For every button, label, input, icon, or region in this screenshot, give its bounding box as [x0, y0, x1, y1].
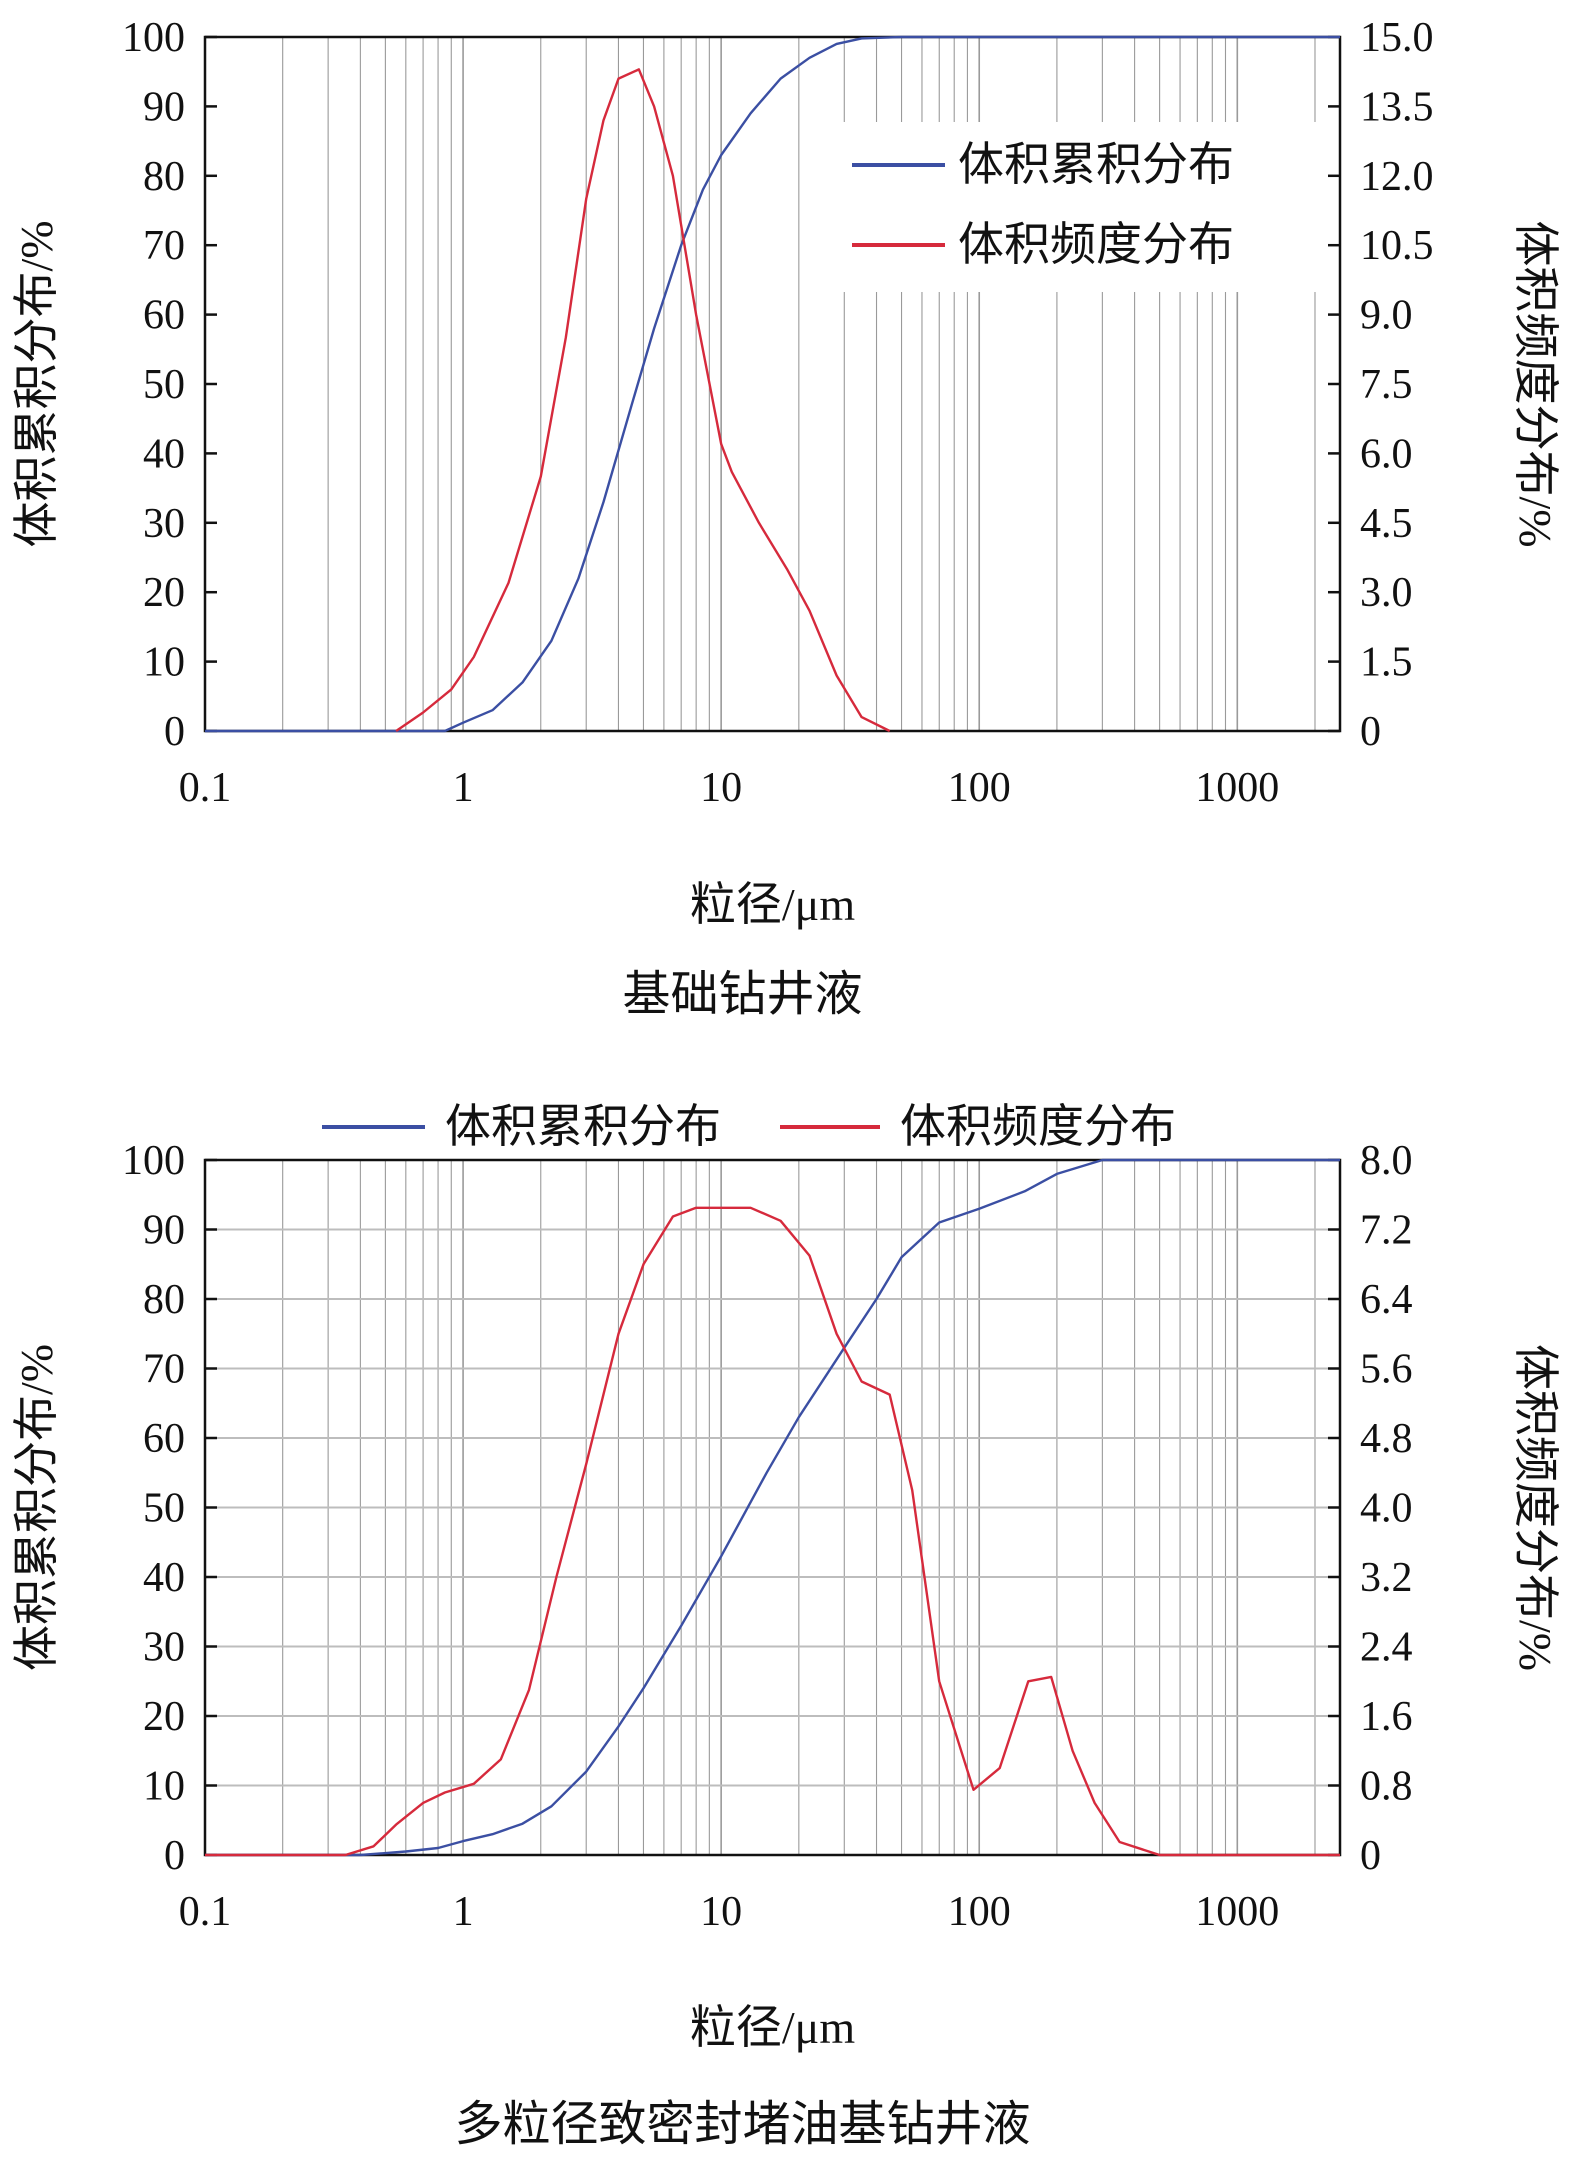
y-axis-left-label: 体积累积分布/% [11, 1344, 62, 1671]
x-tick-label: 1 [453, 765, 474, 811]
y-right-tick-label: 13.5 [1360, 84, 1434, 130]
y-right-tick-label: 4.8 [1360, 1416, 1413, 1462]
x-tick-label: 1000 [1195, 765, 1279, 811]
x-tick-label: 1 [453, 1889, 474, 1935]
y-left-tick-label: 100 [122, 1138, 185, 1184]
chart-panel-sealing: 010203040506070809010000.81.62.43.24.04.… [11, 1100, 1561, 2151]
y-left-tick-label: 70 [143, 1347, 185, 1393]
x-tick-label: 100 [948, 1889, 1011, 1935]
x-axis-label: 粒径/μm [690, 2002, 855, 2053]
y-left-tick-label: 0 [164, 709, 185, 755]
y-left-tick-label: 0 [164, 1833, 185, 1879]
legend: 体积累积分布 体积频度分布 [838, 122, 1318, 292]
y-left-tick-label: 40 [143, 1555, 185, 1601]
y-right-tick-label: 0 [1360, 1833, 1381, 1879]
legend-label-cumulative: 体积累积分布 [958, 139, 1234, 190]
y-right-tick-label: 4.0 [1360, 1486, 1413, 1532]
x-tick-label: 10 [700, 765, 742, 811]
series-line-cumulative [205, 1158, 1340, 1857]
y-right-tick-label: 4.5 [1360, 501, 1413, 547]
y-left-tick-label: 10 [143, 640, 185, 686]
y-right-tick-label: 0 [1360, 709, 1381, 755]
y-right-tick-label: 7.2 [1360, 1208, 1413, 1254]
series-line-frequency [395, 68, 891, 733]
y-right-tick-label: 10.5 [1360, 223, 1434, 269]
legend-background [310, 1100, 1230, 1154]
y-left-tick-label: 80 [143, 154, 185, 200]
y-right-tick-label: 5.6 [1360, 1347, 1413, 1393]
y-right-tick-label: 8.0 [1360, 1138, 1413, 1184]
y-left-tick-label: 30 [143, 501, 185, 547]
chart-panel-basic: 010203040506070809010001.53.04.56.07.59.… [11, 15, 1561, 1021]
y-left-tick-label: 20 [143, 570, 185, 616]
y-right-tick-label: 3.2 [1360, 1555, 1413, 1601]
y-left-tick-label: 40 [143, 431, 185, 477]
y-axis-right-label: 体积频度分布/% [1510, 220, 1561, 547]
x-tick-label: 0.1 [179, 765, 232, 811]
y-right-tick-label: 3.0 [1360, 570, 1413, 616]
legend-background [838, 122, 1318, 292]
y-left-tick-label: 50 [143, 362, 185, 408]
chart-title: 多粒径致密封堵油基钻井液 [454, 2098, 1030, 2151]
y-left-tick-label: 70 [143, 223, 185, 269]
y-right-tick-label: 1.5 [1360, 640, 1413, 686]
y-left-tick-label: 80 [143, 1277, 185, 1323]
axis-ticks: 010203040506070809010001.53.04.56.07.59.… [122, 15, 1434, 811]
series-line-cumulative [205, 35, 1340, 733]
y-right-tick-label: 6.0 [1360, 431, 1413, 477]
y-right-tick-label: 1.6 [1360, 1694, 1413, 1740]
y-right-tick-label: 9.0 [1360, 293, 1413, 339]
y-right-tick-label: 7.5 [1360, 362, 1413, 408]
legend-label-frequency: 体积频度分布 [900, 1101, 1176, 1152]
grid-lines [282, 37, 1316, 731]
x-tick-label: 0.1 [179, 1889, 232, 1935]
legend-label-frequency: 体积频度分布 [958, 219, 1234, 270]
y-left-tick-label: 20 [143, 1694, 185, 1740]
y-right-tick-label: 0.8 [1360, 1764, 1413, 1810]
x-tick-label: 1000 [1195, 1889, 1279, 1935]
y-left-tick-label: 90 [143, 84, 185, 130]
y-left-tick-label: 90 [143, 1208, 185, 1254]
legend: 体积累积分布 体积频度分布 [310, 1100, 1230, 1154]
y-left-tick-label: 60 [143, 1416, 185, 1462]
y-left-tick-label: 50 [143, 1486, 185, 1532]
chart-title: 基础钻井液 [622, 968, 862, 1021]
axis-ticks: 010203040506070809010000.81.62.43.24.04.… [122, 1138, 1413, 1935]
x-axis-label: 粒径/μm [690, 879, 855, 930]
legend-label-cumulative: 体积累积分布 [445, 1101, 721, 1152]
y-right-tick-label: 2.4 [1360, 1625, 1413, 1671]
y-right-tick-label: 6.4 [1360, 1277, 1413, 1323]
y-left-tick-label: 30 [143, 1625, 185, 1671]
series-line-frequency [205, 1206, 1340, 1857]
y-left-tick-label: 10 [143, 1764, 185, 1810]
y-axis-right-label: 体积频度分布/% [1510, 1344, 1561, 1671]
x-tick-label: 10 [700, 1889, 742, 1935]
series-lines [205, 1158, 1340, 1857]
y-left-tick-label: 60 [143, 293, 185, 339]
y-right-tick-label: 12.0 [1360, 154, 1434, 200]
grid-lines [205, 1160, 1340, 1855]
y-right-tick-label: 15.0 [1360, 15, 1434, 61]
y-axis-left-label: 体积累积分布/% [11, 220, 62, 547]
x-tick-label: 100 [948, 765, 1011, 811]
y-left-tick-label: 100 [122, 15, 185, 61]
series-lines [205, 35, 1340, 733]
